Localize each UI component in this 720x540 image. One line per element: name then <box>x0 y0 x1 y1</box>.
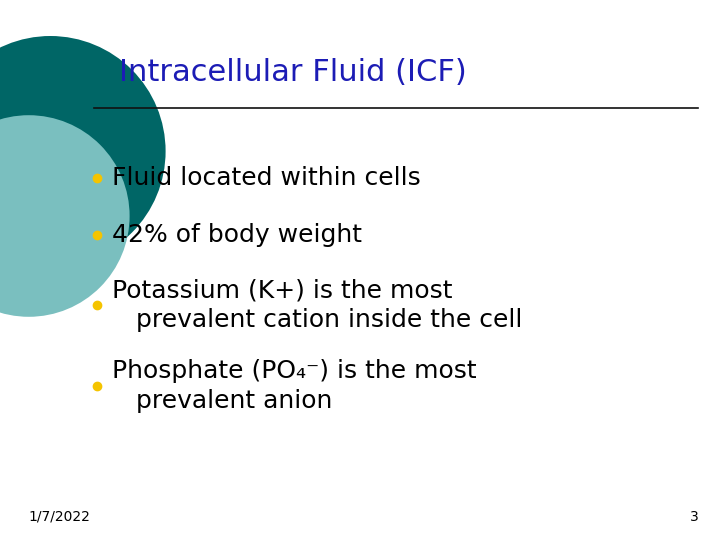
Text: 1/7/2022: 1/7/2022 <box>29 510 91 524</box>
Text: 42% of body weight: 42% of body weight <box>112 223 361 247</box>
Text: Potassium (K+) is the most
   prevalent cation inside the cell: Potassium (K+) is the most prevalent cat… <box>112 278 522 332</box>
Text: Intracellular Fluid (ICF): Intracellular Fluid (ICF) <box>119 58 467 87</box>
Text: 3: 3 <box>690 510 698 524</box>
Ellipse shape <box>0 115 130 317</box>
Ellipse shape <box>0 36 166 266</box>
Text: Phosphate (PO₄⁻) is the most
   prevalent anion: Phosphate (PO₄⁻) is the most prevalent a… <box>112 359 476 413</box>
Text: Fluid located within cells: Fluid located within cells <box>112 166 420 190</box>
